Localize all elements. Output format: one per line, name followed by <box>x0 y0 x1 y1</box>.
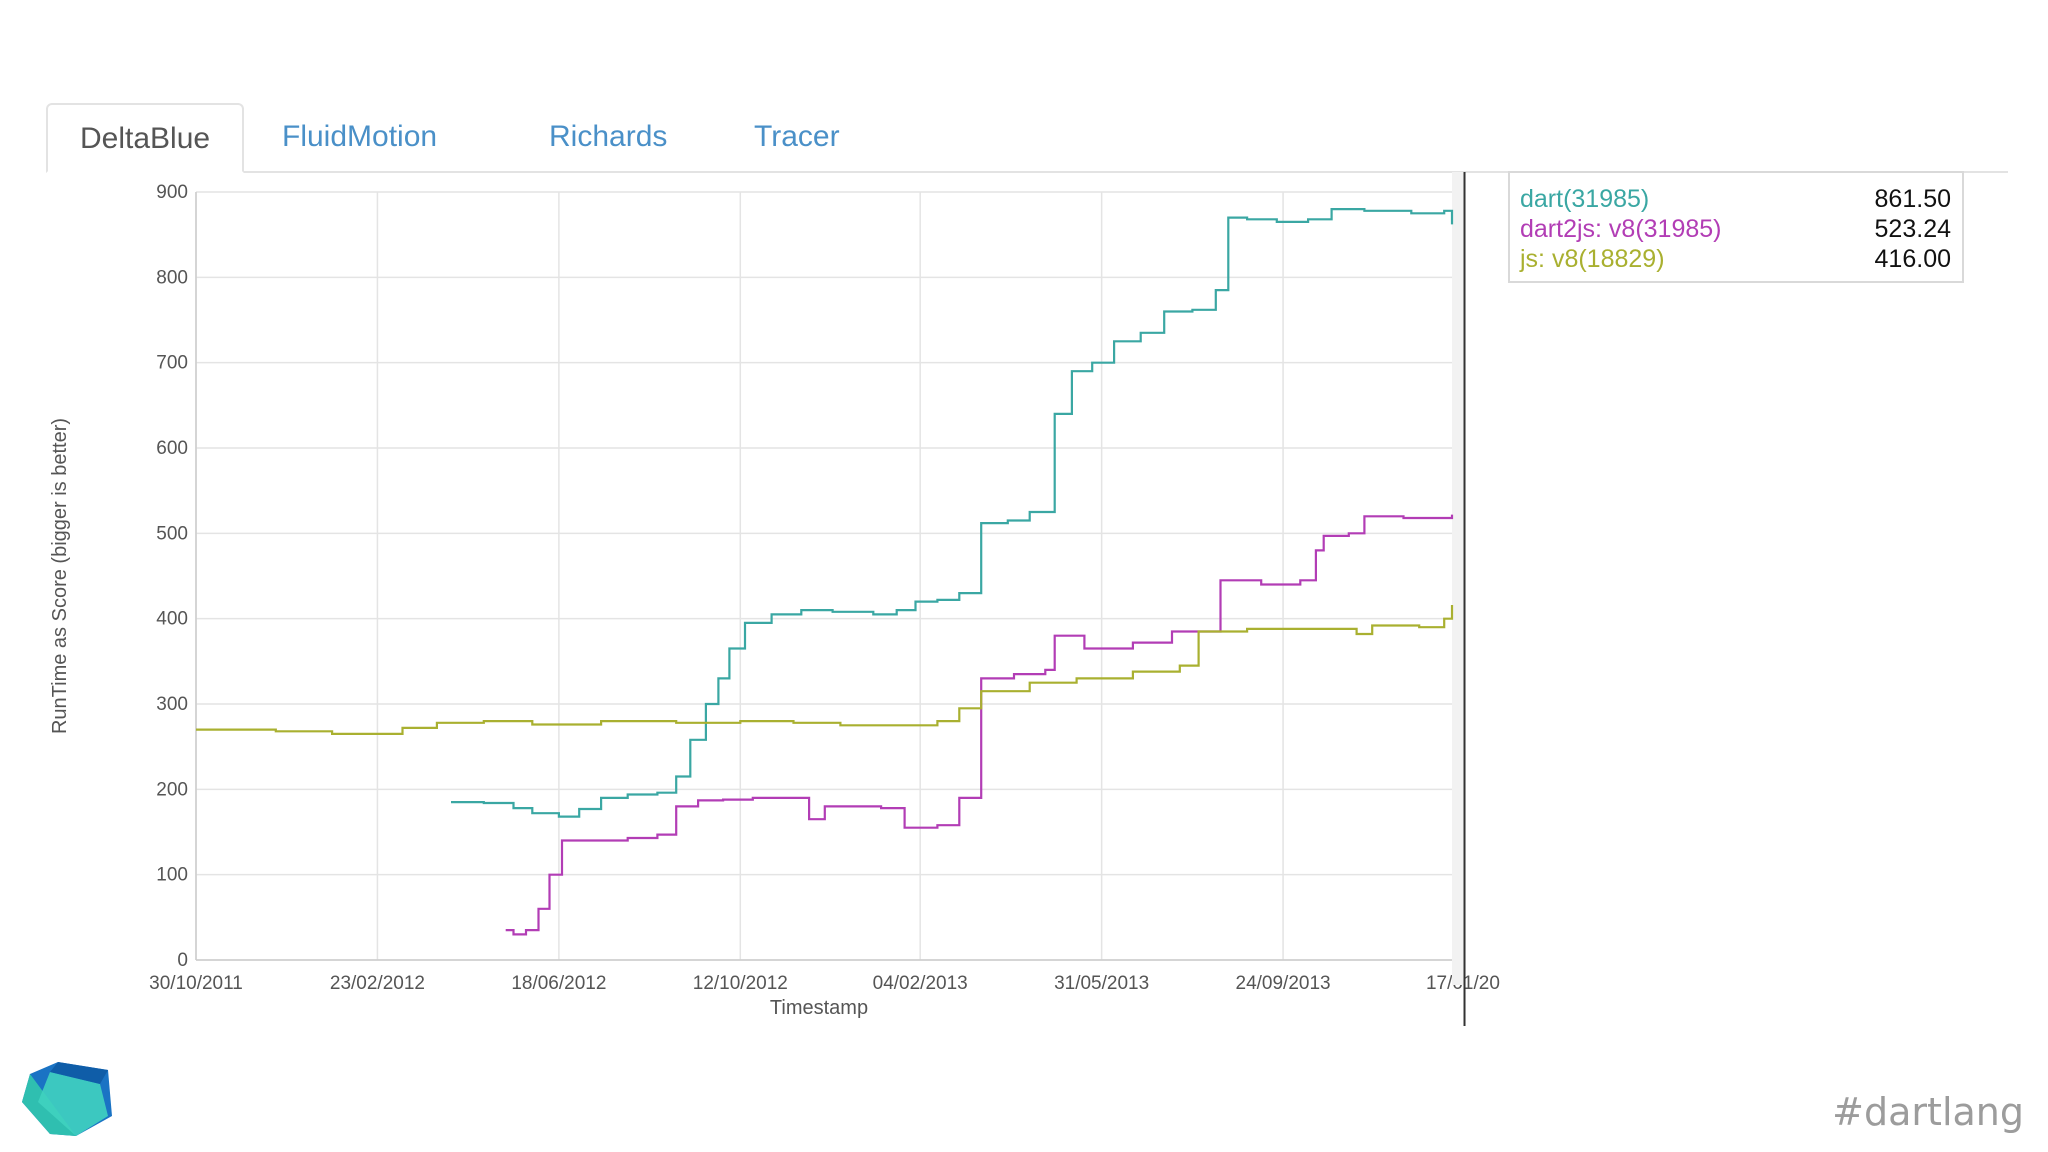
x-tick-label: 18/06/2012 <box>511 973 606 994</box>
y-tick-label: 400 <box>156 609 188 630</box>
tab-fluidmotion[interactable]: FluidMotion <box>282 120 438 153</box>
x-tick-label: 12/10/2012 <box>693 973 788 994</box>
y-tick-label: 300 <box>156 694 188 715</box>
legend-series-name: dart2js: v8(31985) <box>1520 215 1722 243</box>
dart-logo-icon <box>22 1062 112 1136</box>
y-tick-label: 500 <box>156 523 188 544</box>
y-tick-label: 600 <box>156 438 188 459</box>
y-tick-label: 0 <box>177 950 188 971</box>
legend-series-name: dart(31985) <box>1520 185 1650 213</box>
chart-legend: dart(31985) 861.50 dart2js: v8(31985) 52… <box>1508 171 1964 283</box>
y-axis-title: RunTime as Score (bigger is better) <box>49 418 71 734</box>
tab-richards[interactable]: Richards <box>549 120 668 153</box>
x-tick-label: 24/09/2013 <box>1236 973 1331 994</box>
y-tick-label: 200 <box>156 779 188 800</box>
series-line-3 <box>196 605 1454 735</box>
legend-row: js: v8(18829) 416.00 <box>1520 244 1951 274</box>
tab-deltablue[interactable]: DeltaBlue <box>46 103 245 173</box>
legend-series-value: 861.50 <box>1874 185 1951 213</box>
legend-series-value: 523.24 <box>1874 215 1951 243</box>
hashtag-text: #dartlang <box>1832 1090 2024 1134</box>
x-axis-title: Timestamp <box>770 997 868 1019</box>
y-tick-label: 800 <box>156 267 188 288</box>
benchmark-tabs: DeltaBlue FluidMotion Richards Tracer <box>46 103 2008 173</box>
series-line-2 <box>505 514 1454 936</box>
hover-band <box>1452 172 1464 985</box>
legend-series-name: js: v8(18829) <box>1520 245 1665 273</box>
tab-tracer[interactable]: Tracer <box>754 120 840 153</box>
x-tick-label: 30/10/2011 <box>149 973 243 994</box>
series-line-1 <box>451 208 1454 818</box>
x-tick-label: 04/02/2013 <box>873 973 968 994</box>
legend-row: dart2js: v8(31985) 523.24 <box>1520 214 1951 244</box>
y-tick-label: 700 <box>156 353 188 374</box>
legend-series-value: 416.00 <box>1874 245 1951 273</box>
x-tick-label: 23/02/2012 <box>330 973 425 994</box>
x-tick-label: 31/05/2013 <box>1054 973 1149 994</box>
legend-row: dart(31985) 861.50 <box>1520 184 1951 214</box>
y-tick-label: 100 <box>156 865 188 886</box>
y-tick-label: 900 <box>156 182 188 203</box>
